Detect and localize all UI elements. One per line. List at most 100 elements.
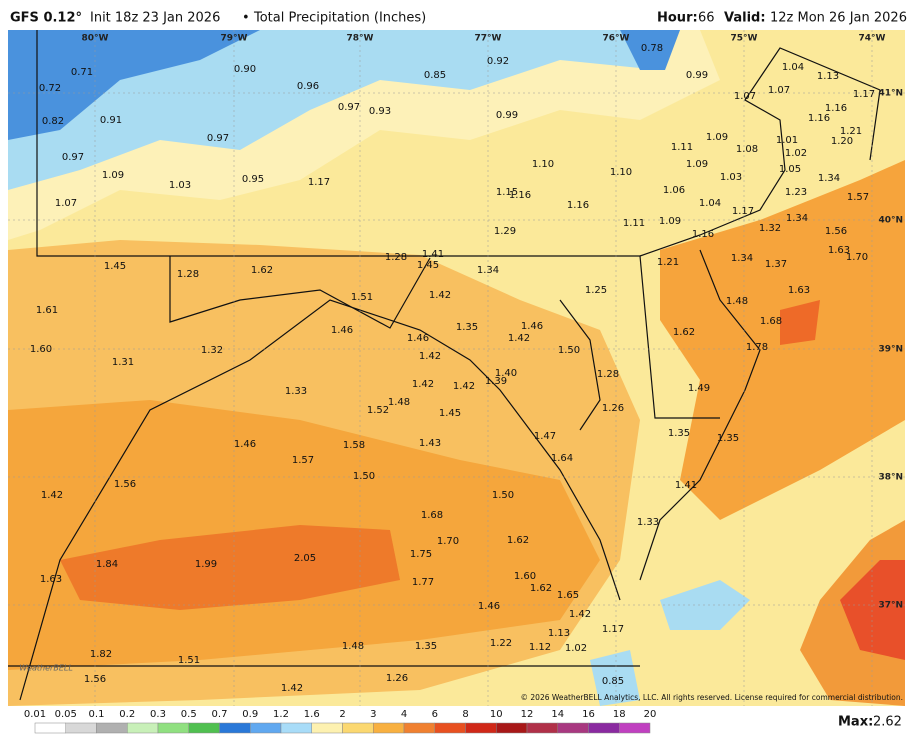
precip-label: 0.99 [496,110,518,121]
precip-label: 1.78 [746,342,768,353]
precip-label: 1.06 [663,185,685,196]
precip-label: 1.77 [412,577,434,588]
precip-label: 1.17 [853,89,875,100]
precip-label: 1.56 [825,226,847,237]
precip-label: 1.21 [840,126,862,137]
precip-label: 1.28 [177,269,199,280]
precip-label: 1.02 [565,643,587,654]
precip-label: 1.61 [36,305,58,316]
precip-label: 1.75 [410,549,432,560]
precip-label: 1.63 [788,285,810,296]
colorbar-swatch [96,722,128,734]
colorbar-label: 3 [370,709,376,720]
logo: WeatherBELL [19,664,73,673]
precip-label: 1.42 [569,609,591,620]
precip-label: 0.85 [602,676,624,687]
max-value: 2.62 [873,715,902,730]
precip-label: 0.72 [39,83,61,94]
precip-label: 1.52 [367,405,389,416]
colorbar-swatch [250,722,282,734]
precip-label: 1.56 [114,479,136,490]
precip-label: 1.37 [765,259,787,270]
precip-label: 1.33 [285,386,307,397]
precip-label: 1.45 [104,261,126,272]
colorbar-label: 18 [613,709,626,720]
colorbar-label: 0.2 [119,709,135,720]
precip-label: 1.17 [308,177,330,188]
precip-label: 1.42 [508,333,530,344]
precip-label: 1.50 [558,345,580,356]
precip-label: 1.56 [84,674,106,685]
precip-label: 1.42 [281,683,303,694]
precip-label: 1.47 [534,431,556,442]
colorbar-label: 0.05 [55,709,77,720]
colorbar-label: 2 [339,709,345,720]
init: Init 18z 23 Jan 2026 [90,11,220,26]
precip-label: 1.46 [331,325,353,336]
precip-label: 1.03 [720,172,742,183]
precip-label: 0.90 [234,64,256,75]
precip-label: 1.03 [169,180,191,191]
colorbar-swatch [526,722,558,734]
precip-label: 1.42 [419,351,441,362]
colorbar-label: 20 [644,709,657,720]
precip-label: 1.35 [456,322,478,333]
precip-label: 0.85 [424,70,446,81]
latitude-label: 40°N [878,216,903,226]
valid-label: Valid: [724,11,766,26]
precip-label: 1.34 [786,213,808,224]
precip-label: 1.25 [585,285,607,296]
precip-label: 1.29 [494,226,516,237]
longitude-label: 76°W [603,34,630,44]
precip-label: 1.41 [422,249,444,260]
colorbar-label: 0.01 [24,709,46,720]
precip-label: 1.17 [602,624,624,635]
precip-label: 1.45 [417,260,439,271]
colorbar-swatch [157,722,189,734]
precip-label: 1.62 [673,327,695,338]
precip-label: 1.57 [847,192,869,203]
precip-label: 1.04 [782,62,804,73]
precip-label: 1.65 [557,590,579,601]
longitude-label: 79°W [221,34,248,44]
precip-label: 1.48 [342,641,364,652]
precip-label: 1.20 [831,136,853,147]
colorbar-swatch [219,722,251,734]
colorbar-swatch [34,722,66,734]
precip-label: 1.57 [292,455,314,466]
latitude-label: 37°N [878,601,903,611]
colorbar-swatch [619,722,651,734]
colorbar-label: 14 [551,709,564,720]
precip-label: 1.01 [776,135,798,146]
precip-label: 1.60 [514,571,536,582]
colorbar-label: 0.9 [242,709,258,720]
colorbar-swatch [588,722,620,734]
precip-label: 1.23 [785,187,807,198]
precip-label: 1.28 [385,252,407,263]
precip-label: 1.62 [530,583,552,594]
precip-label: 1.64 [551,453,573,464]
precip-label: 1.31 [112,357,134,368]
colorbar-swatch [65,722,97,734]
precip-label: 1.49 [688,383,710,394]
hour: 66 [698,11,715,26]
precip-label: 1.58 [343,440,365,451]
precip-label: 1.70 [846,252,868,263]
product: Total Precipitation (Inches) [253,11,426,26]
precip-label: 1.21 [657,257,679,268]
precip-label: 0.95 [242,174,264,185]
precip-label: 1.16 [509,190,531,201]
precip-label: 0.91 [100,115,122,126]
precip-label: 1.11 [623,218,645,229]
precip-label: 1.48 [388,397,410,408]
precip-label: 1.46 [478,601,500,612]
precip-label: 1.16 [692,229,714,240]
precip-label: 1.02 [785,148,807,159]
longitude-label: 80°W [82,34,109,44]
longitude-label: 74°W [859,34,886,44]
precip-label: 1.50 [353,471,375,482]
precip-label: 1.84 [96,559,118,570]
colorbar-label: 0.7 [212,709,228,720]
precip-label: 1.07 [734,91,756,102]
colorbar-swatch [557,722,589,734]
